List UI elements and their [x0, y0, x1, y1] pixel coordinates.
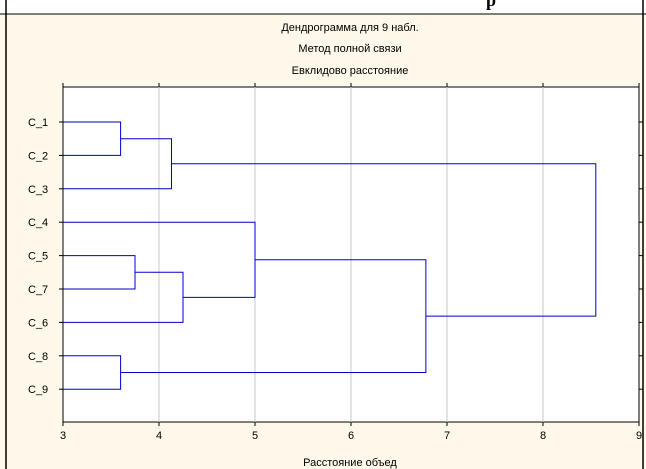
- x-tick-label: 7: [444, 430, 450, 442]
- x-tick-label: 5: [252, 430, 258, 442]
- leaf-label: C_3: [28, 184, 48, 196]
- leaf-label: C_6: [28, 317, 48, 329]
- leaf-label: C_9: [28, 384, 48, 396]
- tick-marks: [59, 83, 643, 426]
- leaf-label: C_2: [28, 150, 48, 162]
- leaf-label: C_8: [28, 351, 48, 363]
- dendrogram-links: [63, 121, 597, 390]
- top-banner: [0, 0, 646, 14]
- x-axis-title: Расстояние объед: [303, 457, 397, 469]
- x-tick-label: 8: [540, 430, 546, 442]
- leaf-label: C_4: [28, 217, 48, 229]
- chart-title-line-3: Евклидово расстояние: [292, 65, 409, 77]
- x-tick-label: 6: [348, 430, 354, 442]
- leaf-label: C_7: [28, 284, 48, 296]
- x-tick-label: 4: [156, 430, 162, 442]
- chart-title-line-2: Метод полной связи: [298, 43, 401, 55]
- dendrogram-link: [171, 163, 597, 317]
- x-tick-labels: 3 4 5 6 7 8 9: [60, 430, 642, 442]
- leaf-label: C_1: [28, 117, 48, 129]
- leaf-label: C_5: [28, 251, 48, 263]
- x-tick-label: 3: [60, 430, 66, 442]
- chart-title-line-1: Дендрограмма для 9 набл.: [281, 22, 418, 34]
- leaf-labels: C_1 C_2 C_3 C_4 C_5 C_7 C_6 C_8 C_9: [28, 117, 48, 396]
- x-tick-label: 9: [636, 430, 642, 442]
- top-banner-text: p: [486, 0, 496, 10]
